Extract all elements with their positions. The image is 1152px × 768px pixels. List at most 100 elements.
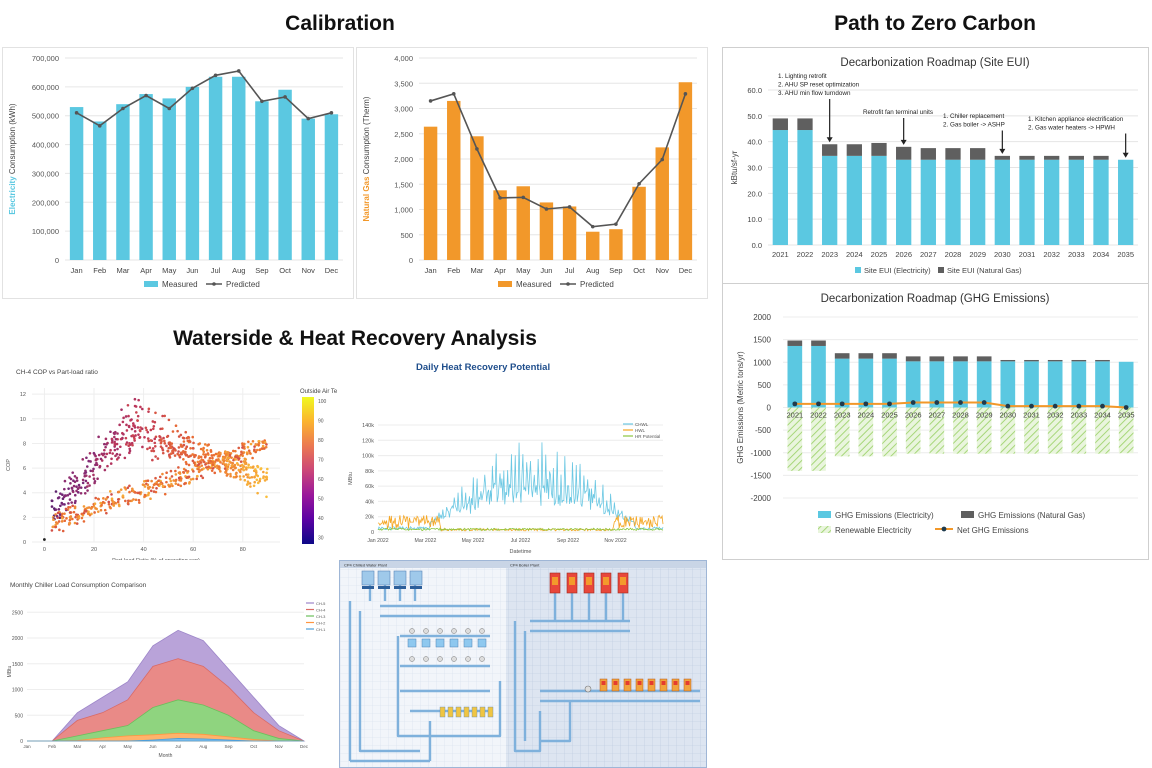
scatter-point [66,493,70,497]
scatter-point [223,467,227,470]
scatter-point [199,455,203,459]
y-axis-label: GHG Emissions (Metric tons/yr) [736,351,745,464]
scatter-point [165,471,168,475]
scatter-point [72,484,76,488]
x-tick-label: 2030 [994,250,1011,259]
scatter-point [210,469,214,472]
x-tick-label: 2030 [999,411,1016,420]
scatter-point [177,453,181,457]
coil-unit [455,706,462,718]
scatter-point [246,480,250,483]
scatter-point [138,501,141,504]
scatter-point [59,504,62,508]
scatter-point [187,463,191,467]
scatter-point [127,444,130,448]
scatter-point [205,448,209,452]
scatter-point [88,451,92,455]
x-tick-label: 2027 [920,250,937,259]
scatter-point [265,475,268,479]
bar-measured [539,202,554,260]
scatter-point [159,482,162,485]
predicted-point [144,93,148,98]
scatter-point [169,444,172,448]
scatter-point [246,475,249,479]
y-tick-label: 500 [758,381,772,390]
bar-renewable [787,407,803,471]
predicted-point [614,222,618,226]
x-tick-label: Aug [586,266,599,275]
scatter-point [133,404,137,408]
scatter-point [184,430,188,434]
x-tick-label: 2022 [810,411,827,420]
bar-measured [69,107,84,260]
y-tick-label: 1500 [753,336,771,345]
bar-measured [423,126,438,261]
scatter-point [144,426,148,430]
scatter-point [132,498,135,501]
bar-natural-gas [945,148,961,160]
x-tick-label: Apr [494,266,506,275]
bar-electricity [858,358,874,408]
predicted-point [213,73,218,78]
scatter-point [193,455,196,459]
predicted-point [329,111,334,115]
scatter-point [253,448,256,451]
bar-natural-gas [920,148,936,160]
y-tick-label: 100,000 [32,227,59,236]
scatter-point [247,440,250,444]
y-axis-label: kBtu/sf-yr [730,150,739,184]
bar-electricity [1000,361,1016,408]
bar-natural-gas [896,146,912,160]
legend-label: CH-5 [316,601,326,606]
scatter-point [61,493,64,497]
y-tick-label: 600,000 [32,83,59,92]
legend-predicted-marker [212,282,216,286]
net-emissions-point [1005,403,1011,409]
y-tick-label: 10.0 [747,215,762,224]
scatter-point [210,454,214,457]
scatter-point [84,469,87,473]
scatter-point [174,424,178,428]
y-tick-label: 20k [365,515,374,521]
chart-title: Decarbonization Roadmap (GHG Emissions) [821,293,1050,305]
chilled-water-plant-label: CP4 Chilled Water Plant [344,563,388,568]
scatter-point [50,529,54,532]
legend-electricity-label: GHG Emissions (Electricity) [835,511,934,520]
x-tick-label: Mar 2022 [415,538,437,544]
bar-measured [609,229,623,260]
net-emissions-point [910,400,916,405]
x-tick-label: 2033 [1070,411,1087,420]
scatter-point [137,398,140,402]
bar-measured [493,190,507,260]
scatter-point [247,463,250,467]
scatter-point [103,442,106,446]
chiller-unit [477,638,487,648]
scatter-point [170,442,174,445]
y-tick-label: 0 [767,404,772,413]
scatter-point [124,443,128,446]
scatter-point [232,475,236,479]
scatter-point [73,474,77,478]
pipe [368,581,417,601]
scatter-point [192,441,195,445]
scatter-point [152,490,156,493]
scatter-point [168,477,172,480]
scatter-point [163,492,167,496]
scatter-point [116,447,119,451]
scatter-point [161,451,165,455]
scatter-point [146,447,149,451]
x-tick-label: 2031 [1019,250,1036,259]
scatter-point [179,479,183,482]
bar-measured [139,94,153,260]
scatter-point [81,458,85,461]
pump [423,628,429,634]
scatter-point [61,512,64,516]
scatter-point [63,519,67,523]
x-tick-label: Jun [149,744,157,749]
scatter-point [261,444,265,448]
scatter-point [257,443,260,447]
scatter-point [75,479,79,482]
pump [465,628,471,634]
x-tick-label: Jan [71,266,83,275]
scatter-point [178,471,182,474]
